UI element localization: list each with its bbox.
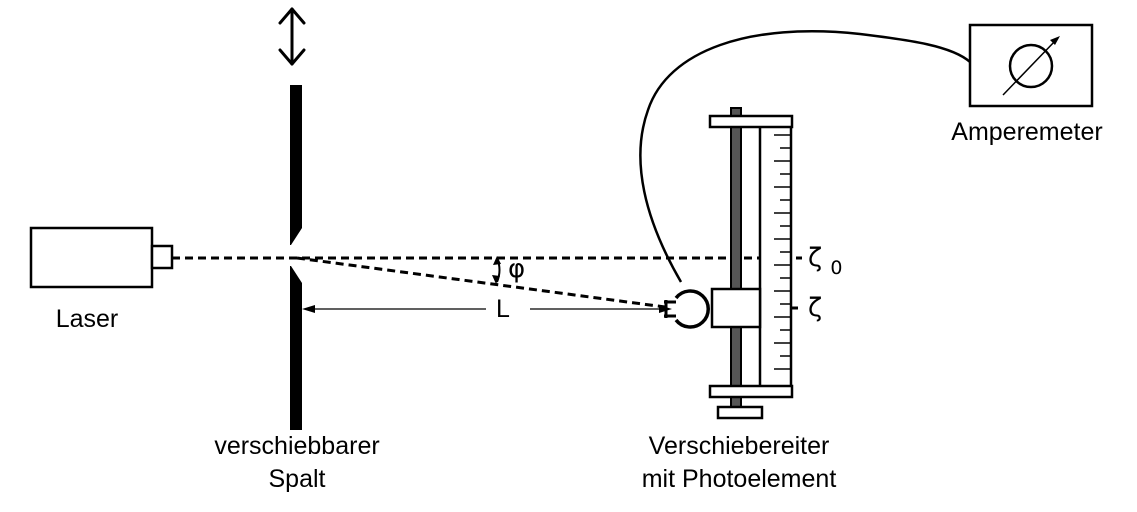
top-bracket bbox=[708, 114, 794, 129]
zeta0-label: ζ 0 bbox=[808, 243, 843, 279]
slit-label-line2: Spalt bbox=[269, 465, 326, 493]
zeta-label: ζ bbox=[808, 293, 822, 323]
rod-end-cap bbox=[716, 405, 764, 420]
distance-arrow bbox=[302, 305, 672, 313]
rider-slider bbox=[710, 287, 762, 329]
zeta0-symbol: ζ bbox=[808, 243, 822, 273]
ammeter bbox=[968, 23, 1094, 108]
laser-aperture bbox=[150, 244, 174, 270]
photocell-icon bbox=[664, 289, 710, 329]
guide-rod bbox=[730, 107, 742, 419]
slit-plate-lower bbox=[290, 266, 302, 430]
beam-diffracted bbox=[296, 256, 666, 309]
double-arrow-vertical-icon bbox=[278, 7, 306, 66]
slit-plate-upper bbox=[290, 85, 302, 245]
angle-label: φ bbox=[508, 254, 525, 284]
connection-wire bbox=[639, 30, 971, 283]
bottom-bracket bbox=[708, 384, 794, 399]
scale-ticks bbox=[774, 134, 791, 370]
rider-label-line2: mit Photoelement bbox=[642, 465, 837, 493]
zeta0-subscript: 0 bbox=[830, 257, 842, 279]
ammeter-label: Amperemeter bbox=[951, 118, 1102, 146]
slit bbox=[290, 85, 302, 430]
angle-arc bbox=[492, 256, 501, 284]
rider-label-line1: Verschiebereiter bbox=[649, 432, 830, 460]
slit-label-line1: verschiebbarer bbox=[214, 432, 379, 460]
laser bbox=[29, 226, 174, 289]
rider-assembly bbox=[708, 107, 794, 420]
laser-body bbox=[29, 226, 154, 289]
ammeter-meter-icon bbox=[1002, 36, 1060, 96]
scale-body bbox=[758, 123, 793, 389]
laser-label: Laser bbox=[56, 305, 119, 333]
distance-label: L bbox=[496, 295, 510, 323]
